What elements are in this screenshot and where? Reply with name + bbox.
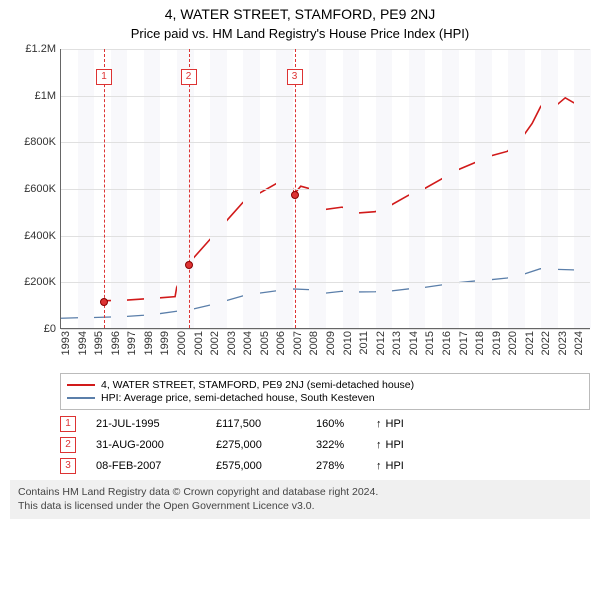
event-suffix: HPI <box>386 460 404 472</box>
plot-area: 1 2 3 <box>60 49 590 329</box>
legend-swatch <box>67 397 95 399</box>
footer-line-1: Contains HM Land Registry data © Crown c… <box>18 486 582 500</box>
x-tick-label: 2007 <box>292 331 304 367</box>
event-row: 1 21-JUL-1995£117,500160%↑ HPI <box>60 416 590 432</box>
footer-line-2: This data is licensed under the Open Gov… <box>18 500 582 514</box>
y-tick-label: £800K <box>24 136 56 148</box>
x-tick-label: 2009 <box>325 331 337 367</box>
x-tick-label: 2014 <box>408 331 420 367</box>
x-axis-labels: 1993 1994 1995 1996 1997 1998 1999 2000 2001 2002… <box>60 329 590 369</box>
event-pct: 278% <box>316 460 376 472</box>
y-tick-label: £400K <box>24 230 56 242</box>
marker-dot <box>291 191 299 199</box>
marker-box: 1 <box>96 69 112 85</box>
x-tick-label: 2020 <box>507 331 519 367</box>
arrow-up-icon: ↑ <box>376 460 382 472</box>
y-tick-label: £1.2M <box>25 43 56 55</box>
marker-vline <box>295 49 296 328</box>
x-tick-label: 2012 <box>375 331 387 367</box>
x-tick-label: 1999 <box>159 331 171 367</box>
x-tick-label: 1995 <box>93 331 105 367</box>
gridline <box>61 236 590 237</box>
event-date: 21-JUL-1995 <box>96 418 216 430</box>
chart-subtitle: Price paid vs. HM Land Registry's House … <box>0 26 600 41</box>
x-tick-label: 2005 <box>259 331 271 367</box>
legend: 4, WATER STREET, STAMFORD, PE9 2NJ (semi… <box>60 373 590 410</box>
event-num: 2 <box>60 437 76 453</box>
arrow-up-icon: ↑ <box>376 439 382 451</box>
event-num: 1 <box>60 416 76 432</box>
marker-dot <box>100 298 108 306</box>
x-tick-label: 1993 <box>60 331 72 367</box>
x-tick-label: 2004 <box>242 331 254 367</box>
x-tick-label: 2019 <box>491 331 503 367</box>
x-tick-label: 2018 <box>474 331 486 367</box>
chart-area: £0£200K£400K£600K£800K£1M£1.2M 123 <box>10 49 590 329</box>
x-tick-label: 2024 <box>573 331 585 367</box>
event-pct: 160% <box>316 418 376 430</box>
x-tick-label: 1994 <box>77 331 89 367</box>
x-tick-label: 2000 <box>176 331 188 367</box>
x-tick-label: 2023 <box>557 331 569 367</box>
gridline <box>61 282 590 283</box>
x-tick-label: 2008 <box>308 331 320 367</box>
x-tick-label: 1998 <box>143 331 155 367</box>
marker-dot <box>185 261 193 269</box>
x-tick-label: 2017 <box>458 331 470 367</box>
y-axis-labels: £0£200K£400K£600K£800K£1M£1.2M <box>10 49 60 329</box>
event-list: 121-JUL-1995£117,500160%↑HPI231-AUG-2000… <box>60 416 590 474</box>
x-tick-label: 2016 <box>441 331 453 367</box>
marker-vline <box>189 49 190 328</box>
legend-label: 4, WATER STREET, STAMFORD, PE9 2NJ (semi… <box>101 379 414 391</box>
marker-box: 2 <box>181 69 197 85</box>
event-price: £275,000 <box>216 439 316 451</box>
x-tick-label: 2015 <box>424 331 436 367</box>
x-tick-label: 2006 <box>275 331 287 367</box>
legend-row: HPI: Average price, semi-detached house,… <box>67 392 583 404</box>
x-tick-label: 1996 <box>110 331 122 367</box>
y-tick-label: £600K <box>24 183 56 195</box>
gridline <box>61 189 590 190</box>
footer: Contains HM Land Registry data © Crown c… <box>10 480 590 519</box>
x-tick-label: 2002 <box>209 331 221 367</box>
event-date: 08-FEB-2007 <box>96 460 216 472</box>
legend-label: HPI: Average price, semi-detached house,… <box>101 392 375 404</box>
legend-swatch <box>67 384 95 386</box>
x-tick-label: 2021 <box>524 331 536 367</box>
event-price: £117,500 <box>216 418 316 430</box>
event-num: 3 <box>60 458 76 474</box>
y-tick-label: £0 <box>44 323 56 335</box>
x-tick-label: 2001 <box>193 331 205 367</box>
event-row: 2 31-AUG-2000£275,000322%↑ HPI <box>60 437 590 453</box>
event-pct: 322% <box>316 439 376 451</box>
gridline <box>61 142 590 143</box>
event-row: 3 08-FEB-2007£575,000278%↑ HPI <box>60 458 590 474</box>
x-tick-label: 1997 <box>126 331 138 367</box>
gridline <box>61 49 590 50</box>
y-tick-label: £1M <box>35 90 56 102</box>
x-tick-label: 2003 <box>226 331 238 367</box>
y-tick-label: £200K <box>24 276 56 288</box>
event-price: £575,000 <box>216 460 316 472</box>
series-red <box>102 96 578 301</box>
chart-title: 4, WATER STREET, STAMFORD, PE9 2NJ <box>0 6 600 22</box>
x-tick-label: 2013 <box>391 331 403 367</box>
x-tick-label: 2010 <box>342 331 354 367</box>
arrow-up-icon: ↑ <box>376 418 382 430</box>
legend-row: 4, WATER STREET, STAMFORD, PE9 2NJ (semi… <box>67 379 583 391</box>
marker-vline <box>104 49 105 328</box>
gridline <box>61 96 590 97</box>
event-date: 31-AUG-2000 <box>96 439 216 451</box>
x-tick-label: 2022 <box>540 331 552 367</box>
marker-box: 3 <box>287 69 303 85</box>
event-suffix: HPI <box>386 418 404 430</box>
x-tick-label: 2011 <box>358 331 370 367</box>
event-suffix: HPI <box>386 439 404 451</box>
